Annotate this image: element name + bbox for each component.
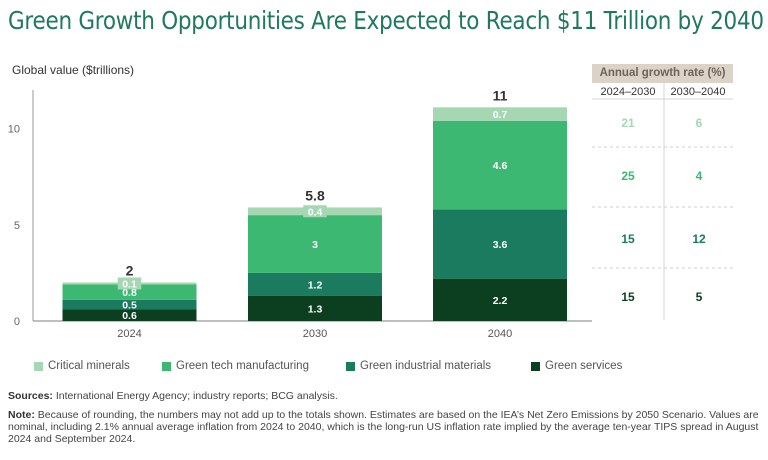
x-tick-label: 2030 bbox=[303, 328, 327, 340]
growth-col-2024-2030: 2024–2030 bbox=[600, 86, 656, 98]
legend-swatch bbox=[346, 361, 355, 371]
note-text: Because of rounding, the numbers may not… bbox=[8, 409, 759, 445]
value-label: 0.6 bbox=[122, 310, 137, 322]
legend-swatch bbox=[162, 361, 171, 371]
y-tick-label: 5 bbox=[14, 220, 20, 232]
legend-swatch bbox=[531, 361, 540, 371]
growth-col-2030-2040: 2030–2040 bbox=[670, 86, 726, 98]
growth-rate-value: 4 bbox=[696, 169, 703, 183]
value-label: 1.3 bbox=[308, 303, 323, 315]
total-label: 2 bbox=[126, 263, 134, 279]
growth-rate-value: 15 bbox=[621, 290, 635, 304]
x-tick-label: 2024 bbox=[117, 328, 141, 340]
value-label: 4.6 bbox=[493, 160, 508, 172]
bar-segment-green-tech-manufacturing-2030 bbox=[248, 215, 382, 273]
growth-rate-value: 6 bbox=[696, 116, 703, 130]
value-label: 0.4 bbox=[308, 206, 323, 218]
value-label-bg bbox=[303, 205, 327, 218]
value-label-bg bbox=[117, 277, 142, 290]
stacked-bar-chart: 0 5 10 0.60.50.80.12 2024 1.3 1.2 3 0.4 5.8 2030 2… bbox=[8, 82, 733, 340]
value-label: 3.6 bbox=[493, 239, 508, 251]
bar-segment-green-tech-manufacturing-2024 bbox=[62, 284, 197, 300]
value-label: 0.5 bbox=[122, 300, 137, 312]
bar-segment-green-services-2040 bbox=[433, 278, 567, 321]
value-label: 1.2 bbox=[308, 279, 323, 291]
bar-segment-green-services-2030 bbox=[248, 295, 382, 321]
labels: 0.60.50.80.12 2024 1.3 1.2 3 0.4 5.8 2030 2.2 3.6… bbox=[117, 87, 512, 340]
legend-label: Critical minerals bbox=[48, 360, 130, 372]
y-tick-label: 10 bbox=[8, 124, 20, 136]
value-label: 2.2 bbox=[493, 295, 508, 307]
legend-label: Green tech manufacturing bbox=[176, 360, 309, 372]
total-label: 11 bbox=[493, 87, 508, 103]
value-label: 0.8 bbox=[122, 287, 137, 299]
legend-item-green-tech-manufacturing: Green tech manufacturing bbox=[162, 360, 309, 372]
growth-rate-value: 25 bbox=[621, 169, 635, 183]
value-label-bg bbox=[488, 108, 512, 121]
legend-item-critical-minerals: Critical minerals bbox=[34, 360, 130, 372]
growth-rate-value: 12 bbox=[692, 232, 706, 246]
bar-segment-green-industrial-materials-2030 bbox=[248, 272, 382, 296]
legend-swatch bbox=[34, 361, 43, 371]
value-label: 0.1 bbox=[122, 278, 137, 290]
y-axis-label: Global value ($trillions) bbox=[12, 63, 135, 77]
growth-rate-value: 5 bbox=[696, 290, 703, 304]
x-tick-label: 2040 bbox=[488, 328, 512, 340]
growth-rate-value: 21 bbox=[621, 116, 635, 130]
growth-table-grid bbox=[592, 82, 733, 320]
chart-title: Green Growth Opportunities Are Expected … bbox=[8, 6, 764, 35]
legend-label: Green services bbox=[545, 360, 623, 372]
legend-item-green-industrial-materials: Green industrial materials bbox=[346, 360, 491, 372]
sources: Sources: International Energy Agency; in… bbox=[8, 390, 338, 402]
bars bbox=[62, 107, 567, 321]
total-label: 5.8 bbox=[305, 187, 325, 203]
legend-item-green-services: Green services bbox=[531, 360, 622, 372]
sources-label: Sources: bbox=[8, 390, 53, 402]
bar-segment-green-services-2024 bbox=[62, 309, 197, 321]
value-label: 0.7 bbox=[493, 109, 508, 121]
bar-segment-green-tech-manufacturing-2040 bbox=[433, 120, 567, 210]
growth-table-header: Annual growth rate (%) bbox=[592, 64, 733, 83]
bar-segment-green-industrial-materials-2024 bbox=[62, 299, 197, 310]
growth-rate-value: 15 bbox=[621, 232, 635, 246]
legend-label: Green industrial materials bbox=[360, 360, 492, 372]
sources-text: International Energy Agency; industry re… bbox=[52, 390, 338, 402]
y-tick-label: 0 bbox=[14, 316, 20, 328]
note-label: Note: bbox=[8, 409, 35, 421]
value-label: 3 bbox=[312, 239, 318, 251]
growth-table-values: 21 6 25 4 15 12 15 5 bbox=[621, 116, 706, 304]
note: Note: Because of rounding, the numbers m… bbox=[8, 409, 768, 445]
bar-segment-green-industrial-materials-2040 bbox=[433, 209, 567, 279]
